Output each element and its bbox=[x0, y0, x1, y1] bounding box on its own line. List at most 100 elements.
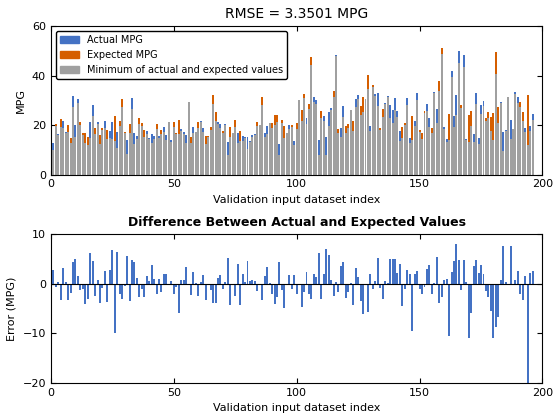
Bar bbox=[293, 145, 295, 175]
Bar bbox=[524, 276, 526, 284]
Bar bbox=[407, 98, 408, 105]
Bar bbox=[453, 116, 455, 127]
Bar bbox=[310, 57, 312, 65]
Bar bbox=[180, 129, 182, 131]
Bar bbox=[126, 154, 128, 175]
Bar bbox=[173, 284, 175, 294]
Bar bbox=[328, 112, 330, 126]
Bar bbox=[372, 84, 374, 87]
Bar bbox=[306, 124, 307, 175]
Bar bbox=[451, 77, 452, 175]
Bar bbox=[328, 255, 330, 284]
Bar bbox=[453, 127, 455, 175]
Bar bbox=[372, 87, 374, 175]
Bar bbox=[114, 116, 116, 141]
Bar bbox=[62, 268, 64, 284]
Bar bbox=[502, 246, 504, 284]
Y-axis label: Error (MPG): Error (MPG) bbox=[7, 276, 17, 341]
Bar bbox=[271, 284, 273, 294]
Bar bbox=[414, 126, 416, 175]
Bar bbox=[230, 127, 231, 137]
Bar bbox=[153, 139, 155, 175]
Bar bbox=[507, 284, 509, 285]
Bar bbox=[468, 115, 470, 142]
Bar bbox=[495, 52, 497, 74]
Bar bbox=[276, 122, 278, 175]
Bar bbox=[515, 94, 516, 175]
Bar bbox=[249, 142, 251, 175]
Bar bbox=[465, 282, 467, 284]
Bar bbox=[433, 283, 435, 284]
Bar bbox=[200, 122, 202, 175]
Bar bbox=[512, 129, 514, 175]
Bar bbox=[379, 130, 381, 175]
Bar bbox=[419, 284, 421, 289]
Bar bbox=[67, 132, 69, 175]
Bar bbox=[178, 120, 180, 134]
Bar bbox=[360, 115, 362, 175]
Bar bbox=[483, 274, 484, 284]
Bar bbox=[320, 284, 322, 299]
Bar bbox=[382, 284, 384, 299]
Bar bbox=[87, 137, 88, 145]
Bar bbox=[101, 130, 104, 175]
Bar bbox=[94, 128, 96, 134]
Bar bbox=[151, 143, 153, 175]
Bar bbox=[251, 135, 254, 136]
Bar bbox=[237, 264, 239, 284]
Bar bbox=[423, 111, 426, 113]
Bar bbox=[101, 284, 104, 289]
Bar bbox=[72, 96, 74, 107]
Bar bbox=[510, 120, 511, 139]
Bar bbox=[129, 284, 130, 301]
Bar bbox=[96, 124, 99, 175]
Bar bbox=[131, 110, 133, 175]
Bar bbox=[104, 271, 106, 284]
Bar bbox=[318, 253, 320, 284]
Y-axis label: MPG: MPG bbox=[16, 88, 26, 113]
Bar bbox=[227, 142, 229, 155]
Bar bbox=[251, 136, 254, 175]
Bar bbox=[407, 105, 408, 175]
Bar bbox=[367, 89, 369, 175]
Bar bbox=[94, 284, 96, 296]
Bar bbox=[92, 261, 94, 284]
Bar bbox=[298, 100, 300, 175]
Bar bbox=[357, 95, 359, 99]
Bar bbox=[315, 277, 318, 284]
Bar bbox=[428, 127, 431, 175]
Bar bbox=[485, 121, 487, 175]
Bar bbox=[246, 137, 249, 149]
Bar bbox=[278, 262, 281, 284]
Bar bbox=[342, 106, 344, 117]
Bar bbox=[386, 283, 389, 284]
Bar bbox=[470, 126, 472, 175]
Bar bbox=[460, 284, 463, 290]
Bar bbox=[101, 128, 104, 130]
Bar bbox=[529, 131, 531, 175]
Bar bbox=[60, 127, 62, 175]
Bar bbox=[446, 279, 447, 284]
Bar bbox=[209, 130, 212, 175]
Bar bbox=[495, 74, 497, 175]
Bar bbox=[325, 249, 327, 284]
Bar bbox=[478, 144, 479, 175]
Bar bbox=[423, 113, 426, 175]
Bar bbox=[85, 133, 86, 143]
Bar bbox=[104, 128, 106, 175]
Bar bbox=[141, 284, 143, 289]
Bar bbox=[512, 284, 514, 285]
Bar bbox=[80, 284, 81, 290]
Bar bbox=[237, 133, 239, 142]
Bar bbox=[220, 128, 221, 175]
Bar bbox=[426, 111, 428, 175]
Bar bbox=[436, 257, 438, 284]
Bar bbox=[220, 124, 221, 128]
Bar bbox=[473, 134, 475, 142]
Bar bbox=[109, 270, 111, 284]
Bar bbox=[212, 105, 214, 175]
Bar bbox=[330, 110, 332, 175]
Bar bbox=[286, 284, 288, 285]
Bar bbox=[362, 97, 364, 112]
Bar bbox=[443, 127, 445, 129]
